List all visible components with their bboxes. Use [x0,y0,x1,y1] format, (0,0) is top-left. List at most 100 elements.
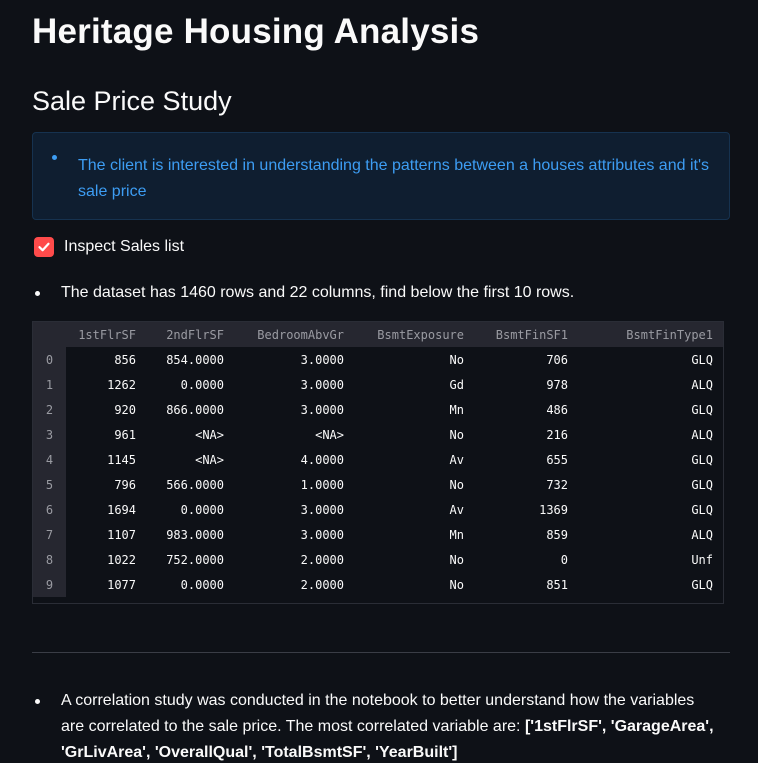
column-header[interactable]: BsmtFinSF1 [474,322,578,347]
table-cell[interactable]: 752.0000 [166,552,224,567]
table-cell[interactable]: Av [449,502,464,517]
row-index[interactable]: 6 [33,497,66,522]
row-index[interactable]: 2 [33,397,66,422]
table-cell[interactable]: <NA> [315,427,344,442]
bullet [35,699,40,704]
table-cell[interactable]: 0.0000 [180,577,224,592]
table-cell[interactable]: 2.0000 [300,577,344,592]
table-cell[interactable]: 486 [546,402,568,417]
table-cell[interactable]: 1369 [539,502,568,517]
column-header[interactable]: BsmtExposure [354,322,474,347]
table-cell[interactable]: GLQ [691,452,713,467]
table-cell[interactable]: 216 [546,427,568,442]
column-header[interactable]: BsmtFinType1 [578,322,723,347]
table-cell[interactable]: GLQ [691,502,713,517]
table-cell[interactable]: 1077 [107,577,136,592]
correlation-text: A correlation study was conducted in the… [61,688,741,763]
table-cell[interactable]: 0.0000 [180,377,224,392]
table-cell[interactable]: 4.0000 [300,452,344,467]
table-cell[interactable]: No [449,577,464,592]
table-cell[interactable]: 1694 [107,502,136,517]
table-cell[interactable]: 1022 [107,552,136,567]
table-row: 4 1145 <NA> 4.0000 Av 655 GLQ [33,447,723,472]
table-cell[interactable]: 920 [114,402,136,417]
table-cell[interactable]: 859 [546,527,568,542]
table-cell[interactable]: 978 [546,377,568,392]
row-index[interactable]: 4 [33,447,66,472]
table-cell[interactable]: No [449,477,464,492]
info-alert: The client is interested in understandin… [32,132,730,220]
table-cell[interactable]: 796 [114,477,136,492]
table-cell[interactable]: No [449,352,464,367]
row-index[interactable]: 9 [33,572,66,597]
column-header-index[interactable] [33,322,66,347]
table-cell[interactable]: 655 [546,452,568,467]
table-cell[interactable]: No [449,552,464,567]
table-cell[interactable]: Mn [449,527,464,542]
table-cell[interactable]: 1262 [107,377,136,392]
table-cell[interactable]: ALQ [691,527,713,542]
table-cell[interactable]: GLQ [691,352,713,367]
column-header[interactable]: 2ndFlrSF [146,322,234,347]
correlation-line-2: are correlated to the sale price. The mo… [61,714,741,740]
table-row: 0 856 854.0000 3.0000 No 706 GLQ [33,347,723,372]
table-cell[interactable]: 3.0000 [300,502,344,517]
table-cell[interactable]: 856 [114,352,136,367]
table-row: 7 1107 983.0000 3.0000 Mn 859 ALQ [33,522,723,547]
table-cell[interactable]: 566.0000 [166,477,224,492]
table-cell[interactable]: Unf [691,552,713,567]
table-header-row: 1stFlrSF 2ndFlrSF BedroomAbvGr BsmtExpos… [33,322,723,347]
table-cell[interactable]: <NA> [195,452,224,467]
table-cell[interactable]: Gd [449,377,464,392]
table-cell[interactable]: 0 [560,552,568,567]
column-header[interactable]: 1stFlrSF [66,322,146,347]
table-row: 9 1077 0.0000 2.0000 No 851 GLQ [33,572,723,597]
table-row: 3 961 <NA> <NA> No 216 ALQ [33,422,723,447]
table-row: 6 1694 0.0000 3.0000 Av 1369 GLQ [33,497,723,522]
table-cell[interactable]: 1.0000 [300,477,344,492]
section-title: Sale Price Study [32,86,232,116]
table-cell[interactable]: 706 [546,352,568,367]
correlation-line-2-text: are correlated to the sale price. The mo… [61,718,525,735]
info-text: The client is interested in understandin… [78,157,709,200]
table-cell[interactable]: 961 [114,427,136,442]
table-cell[interactable]: Mn [449,402,464,417]
table-cell[interactable]: Av [449,452,464,467]
table-cell[interactable]: 1107 [107,527,136,542]
table-cell[interactable]: <NA> [195,427,224,442]
column-header[interactable]: BedroomAbvGr [234,322,354,347]
table-cell[interactable]: 851 [546,577,568,592]
row-index[interactable]: 8 [33,547,66,572]
table-row: 1 1262 0.0000 3.0000 Gd 978 ALQ [33,372,723,397]
sales-table: 1stFlrSF 2ndFlrSF BedroomAbvGr BsmtExpos… [33,322,723,597]
table-cell[interactable]: 2.0000 [300,552,344,567]
table-cell[interactable]: 3.0000 [300,377,344,392]
row-index[interactable]: 5 [33,472,66,497]
table-cell[interactable]: 0.0000 [180,502,224,517]
divider [32,652,730,653]
checkbox-checked-icon[interactable] [34,237,54,257]
table-cell[interactable]: No [449,427,464,442]
row-index[interactable]: 1 [33,372,66,397]
table-cell[interactable]: GLQ [691,577,713,592]
inspect-sales-checkbox[interactable]: Inspect Sales list [34,237,184,257]
table-cell[interactable]: 3.0000 [300,527,344,542]
dataset-note: The dataset has 1460 rows and 22 columns… [61,284,575,301]
table-cell[interactable]: GLQ [691,477,713,492]
row-index[interactable]: 3 [33,422,66,447]
table-cell[interactable]: ALQ [691,377,713,392]
table-row: 5 796 566.0000 1.0000 No 732 GLQ [33,472,723,497]
table-cell[interactable]: 854.0000 [166,352,224,367]
table-cell[interactable]: GLQ [691,402,713,417]
table-cell[interactable]: 866.0000 [166,402,224,417]
table-cell[interactable]: 732 [546,477,568,492]
table-cell[interactable]: 3.0000 [300,352,344,367]
table-cell[interactable]: 3.0000 [300,402,344,417]
table-cell[interactable]: 1145 [107,452,136,467]
row-index[interactable]: 7 [33,522,66,547]
correlated-vars-part-1: ['1stFlrSF', 'GarageArea', [524,718,714,735]
row-index[interactable]: 0 [33,347,66,372]
sales-dataframe[interactable]: 1stFlrSF 2ndFlrSF BedroomAbvGr BsmtExpos… [32,321,724,604]
table-cell[interactable]: ALQ [691,427,713,442]
table-cell[interactable]: 983.0000 [166,527,224,542]
